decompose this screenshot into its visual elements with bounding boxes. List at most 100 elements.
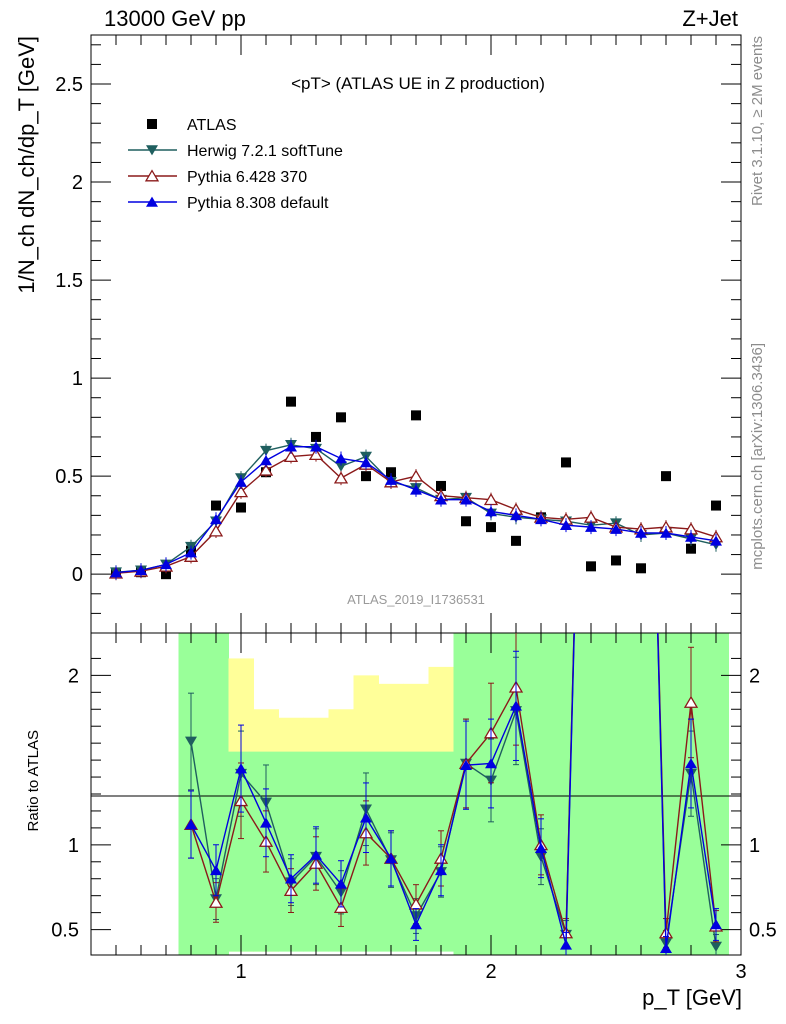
- marker-triangle-up: [610, 523, 622, 534]
- marker-triangle-up: [710, 535, 722, 546]
- marker-square: [411, 410, 421, 421]
- marker-square: [486, 522, 496, 533]
- marker-triangle-open: [333, 471, 349, 484]
- marker-triangle-up: [335, 453, 347, 464]
- marker-triangle-up: [660, 942, 672, 954]
- y-tick-label: 1.5: [55, 270, 83, 292]
- ratio-series-triangle-up: [185, 633, 722, 955]
- marker-triangle-up: [485, 758, 497, 769]
- marker-triangle-open: [208, 524, 224, 537]
- marker-triangle-up: [135, 564, 147, 576]
- marker-triangle-up: [485, 506, 497, 517]
- marker-square: [361, 471, 371, 482]
- marker-triangle-down: [185, 736, 197, 747]
- marker-triangle-up: [560, 519, 572, 530]
- marker-triangle-open: [308, 447, 324, 461]
- marker-square: [586, 561, 596, 572]
- marker-square: [436, 480, 446, 491]
- marker-triangle-up: [410, 919, 422, 930]
- x-tick-label: 3: [735, 961, 746, 983]
- marker-triangle-up: [235, 476, 247, 487]
- marker-square: [336, 412, 346, 423]
- marker-triangle-down: [710, 941, 722, 952]
- marker-triangle-up: [210, 513, 222, 525]
- legend-item: ATLAS: [147, 117, 237, 134]
- marker-triangle-up: [360, 457, 372, 468]
- marker-square: [686, 543, 696, 554]
- main-axis-ticks: 0 0.5 1 1.5 2 2.5: [55, 35, 741, 634]
- marker-triangle-up: [235, 763, 247, 774]
- marker-triangle-up: [685, 531, 697, 542]
- marker-triangle-up: [160, 558, 172, 570]
- mcplots-label: mcplots.cern.ch [arXiv:1306.3436]: [749, 343, 766, 570]
- marker-square: [161, 569, 171, 580]
- marker-triangle-up: [435, 864, 447, 876]
- marker-triangle-up: [660, 527, 672, 538]
- marker-triangle-open: [683, 695, 699, 708]
- ratio-y-tick-label: 2: [68, 665, 79, 687]
- marker-triangle-open: [233, 485, 249, 498]
- marker-square: [636, 563, 646, 574]
- marker-triangle-open: [283, 449, 299, 462]
- y-tick-label: 1: [72, 368, 83, 390]
- main-series-triangle-open: [108, 447, 724, 581]
- main-series: [108, 396, 724, 581]
- y-tick-label: 0.5: [55, 466, 83, 488]
- legend-label: Herwig 7.2.1 softTune: [187, 143, 343, 160]
- ratio-y-axis-label: Ratio to ATLAS: [25, 730, 42, 831]
- y-tick-label: 2.5: [55, 74, 83, 96]
- ratio-axis-ticks: 0.5 0.5 1 1 2 2 1 2 3: [51, 633, 777, 983]
- ratio-series-line: [190, 633, 717, 934]
- marker-triangle-up: [510, 700, 522, 711]
- ratio-bands: [178, 633, 729, 955]
- plot-title: <pT> (ATLAS UE in Z production): [291, 74, 545, 93]
- marker-triangle-up: [710, 919, 722, 930]
- marker-square: [147, 119, 157, 129]
- marker-triangle-up: [210, 864, 222, 876]
- legend-label: Pythia 6.428 370: [187, 169, 307, 186]
- main-series-line: [115, 446, 717, 574]
- marker-triangle-down: [335, 461, 347, 472]
- legend: ATLAS Herwig 7.2.1 softTune Pythia 6.428 3…: [128, 117, 343, 212]
- main-series-triangle-down: [110, 437, 722, 580]
- marker-square: [286, 396, 296, 407]
- marker-triangle-up: [510, 509, 522, 521]
- marker-triangle-up: [185, 547, 197, 558]
- marker-triangle-down: [260, 445, 272, 457]
- marker-triangle-up: [535, 842, 547, 854]
- y-tick-label: 2: [72, 172, 83, 194]
- marker-triangle-up: [460, 494, 472, 505]
- y-tick-label: 0: [72, 564, 83, 586]
- main-series-triangle-up: [110, 439, 722, 580]
- band-green: [653, 633, 679, 955]
- main-series-line: [115, 444, 717, 573]
- marker-triangle-up: [635, 527, 647, 538]
- marker-triangle-open: [144, 169, 160, 182]
- x-axis-label: p_T [GeV]: [642, 985, 742, 1010]
- marker-triangle-up: [560, 939, 572, 950]
- marker-square: [461, 516, 471, 527]
- marker-triangle-up: [385, 474, 397, 485]
- marker-triangle-up: [460, 759, 472, 770]
- marker-triangle-up: [685, 758, 697, 769]
- band-green: [278, 751, 304, 952]
- watermark-label: ATLAS_2019_I1736531: [347, 592, 485, 607]
- marker-triangle-open: [408, 469, 424, 482]
- marker-triangle-up: [410, 484, 422, 495]
- band-green: [578, 633, 604, 955]
- legend-item: Pythia 6.428 370: [128, 169, 307, 186]
- marker-triangle-up: [146, 196, 158, 207]
- legend-item: Herwig 7.2.1 softTune: [128, 143, 343, 160]
- marker-triangle-up: [385, 853, 397, 864]
- marker-triangle-up: [335, 878, 347, 889]
- legend-label: Pythia 8.308 default: [187, 195, 329, 212]
- marker-triangle-up: [285, 441, 297, 452]
- marker-triangle-up: [360, 812, 372, 823]
- marker-triangle-up: [310, 441, 322, 452]
- x-tick-label: 2: [485, 961, 496, 983]
- marker-square: [211, 500, 221, 511]
- marker-triangle-up: [185, 819, 197, 830]
- header-right: Z+Jet: [682, 6, 738, 31]
- marker-square: [236, 502, 246, 513]
- marker-triangle-up: [260, 817, 272, 828]
